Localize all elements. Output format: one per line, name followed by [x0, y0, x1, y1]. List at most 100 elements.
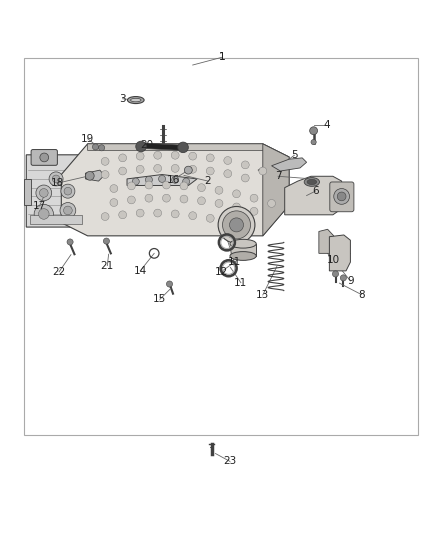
Circle shape [178, 142, 188, 152]
Text: 22: 22 [53, 266, 66, 277]
Ellipse shape [307, 179, 317, 184]
Circle shape [64, 206, 72, 215]
Text: 3: 3 [119, 94, 126, 104]
Circle shape [337, 192, 346, 201]
Circle shape [119, 211, 127, 219]
Circle shape [127, 196, 135, 204]
Circle shape [119, 167, 127, 175]
Circle shape [198, 197, 205, 205]
Text: 15: 15 [153, 294, 166, 304]
Text: 10: 10 [326, 255, 339, 265]
Text: 4: 4 [323, 120, 330, 131]
Polygon shape [61, 144, 289, 236]
Circle shape [40, 153, 49, 162]
Text: 16: 16 [166, 175, 180, 185]
Bar [230, 244, 256, 256]
Circle shape [250, 207, 258, 215]
Circle shape [119, 154, 127, 162]
Bar [24, 59, 418, 435]
Circle shape [233, 190, 240, 198]
Circle shape [311, 140, 316, 145]
Circle shape [340, 275, 346, 281]
Circle shape [136, 209, 144, 217]
Circle shape [215, 187, 223, 194]
Circle shape [52, 175, 60, 183]
Text: 21: 21 [101, 261, 114, 271]
Circle shape [39, 189, 48, 197]
Polygon shape [285, 176, 342, 215]
Circle shape [101, 171, 109, 179]
Circle shape [49, 172, 63, 186]
Bar [140, 143, 184, 150]
Text: 1: 1 [219, 52, 226, 62]
Ellipse shape [230, 252, 256, 260]
Circle shape [145, 194, 153, 202]
Circle shape [198, 184, 205, 191]
Circle shape [184, 166, 192, 174]
Circle shape [189, 165, 197, 173]
Circle shape [180, 195, 188, 203]
Text: 12: 12 [215, 266, 228, 277]
Circle shape [136, 141, 146, 152]
Circle shape [268, 199, 276, 207]
Text: 17: 17 [33, 201, 46, 211]
Ellipse shape [304, 177, 320, 187]
Ellipse shape [230, 239, 256, 248]
Circle shape [92, 144, 99, 150]
Polygon shape [26, 155, 94, 227]
Text: 9: 9 [347, 276, 354, 286]
Text: 8: 8 [358, 289, 365, 300]
Polygon shape [272, 158, 307, 171]
Circle shape [171, 151, 179, 159]
Text: 18: 18 [50, 178, 64, 188]
Text: 20: 20 [140, 140, 153, 150]
Text: 11: 11 [228, 257, 241, 267]
Text: 11: 11 [234, 278, 247, 288]
Circle shape [67, 239, 73, 245]
Polygon shape [263, 144, 289, 236]
Circle shape [224, 218, 232, 226]
Polygon shape [127, 174, 197, 185]
Circle shape [154, 165, 162, 172]
Circle shape [332, 271, 339, 277]
Circle shape [101, 213, 109, 221]
Circle shape [61, 184, 75, 198]
Circle shape [34, 204, 53, 223]
Text: 1: 1 [219, 52, 226, 62]
Polygon shape [319, 229, 334, 253]
Circle shape [136, 152, 144, 160]
Text: 5: 5 [291, 150, 298, 160]
Circle shape [145, 181, 153, 189]
Text: 14: 14 [134, 266, 147, 276]
Circle shape [172, 176, 179, 183]
Circle shape [64, 187, 72, 195]
Bar [30, 215, 82, 224]
Circle shape [215, 199, 223, 207]
Circle shape [154, 209, 162, 217]
Circle shape [136, 165, 144, 173]
Polygon shape [329, 235, 350, 271]
Circle shape [206, 214, 214, 222]
Polygon shape [88, 144, 289, 157]
Circle shape [183, 178, 190, 185]
Circle shape [180, 182, 188, 190]
Circle shape [224, 157, 232, 165]
Circle shape [60, 203, 76, 219]
Circle shape [159, 175, 166, 182]
Circle shape [224, 169, 232, 177]
Circle shape [206, 154, 214, 162]
Circle shape [241, 161, 249, 169]
Ellipse shape [131, 98, 141, 102]
FancyBboxPatch shape [31, 150, 57, 165]
Circle shape [189, 152, 197, 160]
Circle shape [99, 145, 105, 151]
Circle shape [85, 172, 94, 180]
Text: 19: 19 [81, 134, 94, 143]
Circle shape [162, 194, 170, 202]
Circle shape [250, 194, 258, 202]
Circle shape [154, 151, 162, 159]
Circle shape [259, 167, 267, 175]
Circle shape [166, 281, 173, 287]
Circle shape [206, 167, 214, 175]
Circle shape [101, 157, 109, 165]
